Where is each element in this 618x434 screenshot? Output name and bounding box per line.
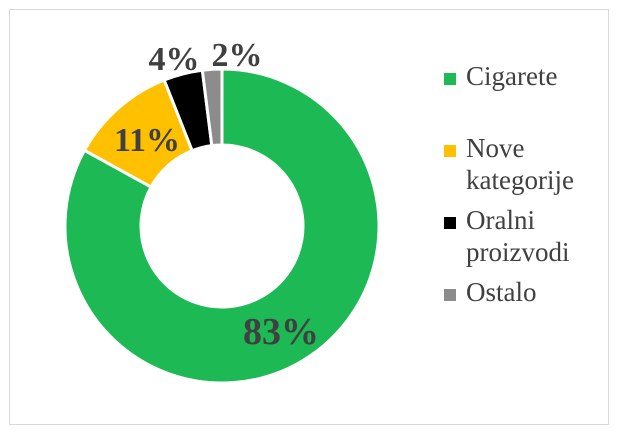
data-label: 2% bbox=[212, 37, 263, 74]
donut-slice-cigarete bbox=[63, 67, 381, 385]
legend-swatch bbox=[444, 73, 456, 85]
donut-slice-ostalo bbox=[200, 67, 224, 148]
legend-label: Cigarete bbox=[466, 61, 558, 91]
data-label: 11% bbox=[114, 122, 180, 159]
data-label: 4% bbox=[149, 41, 200, 78]
legend-item-oralni-proizvodi: Oralni proizvodi bbox=[444, 204, 606, 268]
legend-label: Oralni proizvodi bbox=[466, 205, 570, 267]
legend-item-ostalo: Ostalo bbox=[444, 276, 604, 308]
legend-item-nove-kategorije: Nove kategorije bbox=[444, 132, 606, 196]
legend-label: Nove kategorije bbox=[466, 133, 574, 195]
chart-legend: Cigarete Nove kategorije Oralni proizvod… bbox=[444, 60, 604, 308]
legend-swatch bbox=[444, 145, 456, 157]
legend-item-cigarete: Cigarete bbox=[444, 60, 604, 92]
legend-label: Ostalo bbox=[466, 277, 537, 307]
legend-swatch bbox=[444, 217, 456, 229]
legend-swatch bbox=[444, 289, 456, 301]
data-label: 83% bbox=[243, 311, 319, 353]
